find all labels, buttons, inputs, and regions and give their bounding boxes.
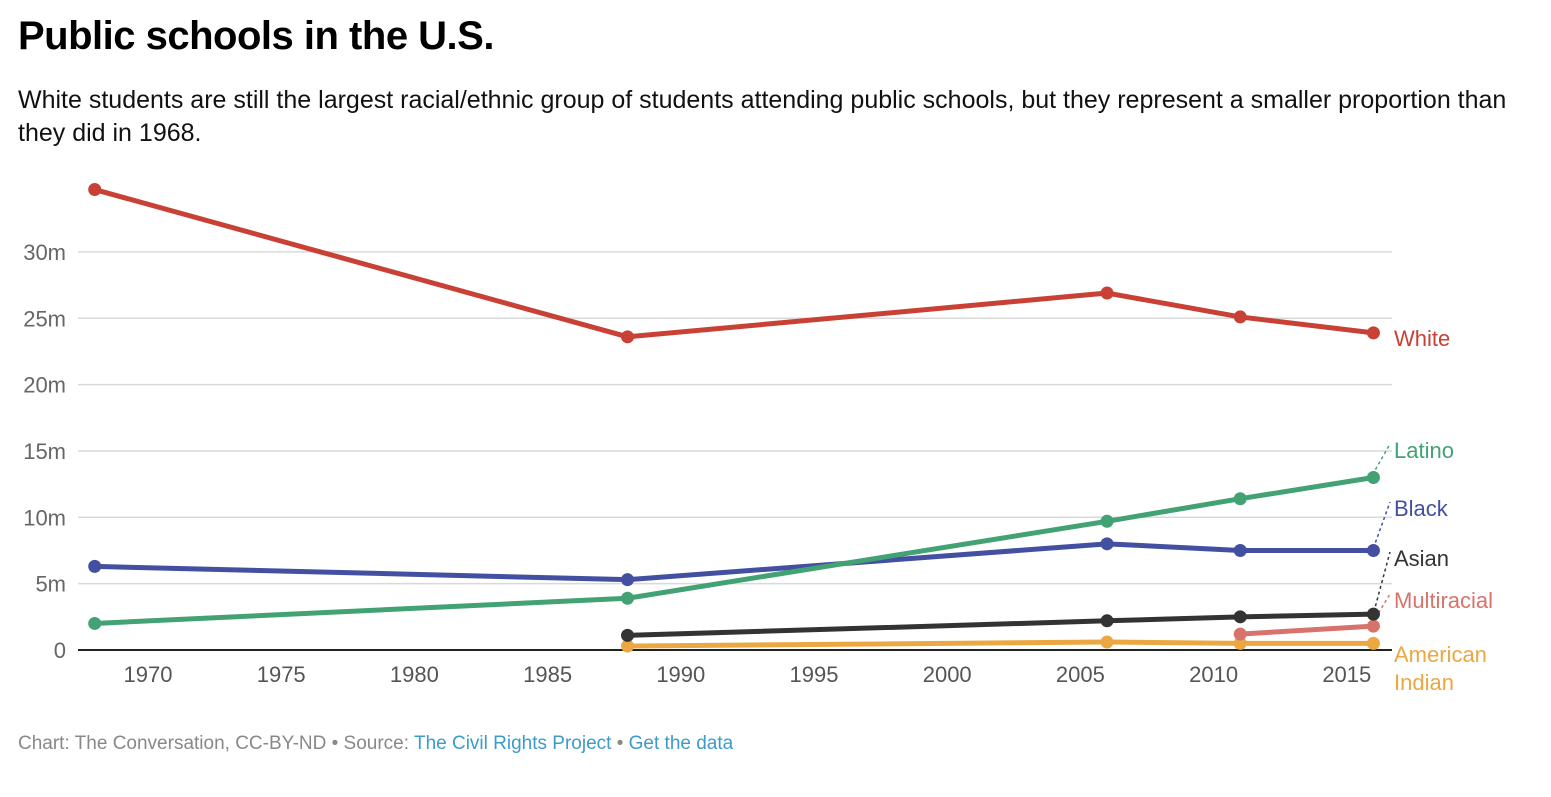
x-tick-label: 2010 [1189, 662, 1238, 687]
data-point [1366, 470, 1380, 484]
x-tick-label: 1985 [523, 662, 572, 687]
label-leader-line [1374, 551, 1391, 607]
data-point [1233, 610, 1247, 624]
series-black: Black [88, 496, 1449, 587]
data-point [1366, 543, 1380, 557]
series-label: Indian [1394, 670, 1454, 695]
source-link[interactable]: The Civil Rights Project [413, 733, 612, 754]
data-point [1100, 537, 1114, 551]
y-tick-label: 30m [23, 240, 66, 265]
data-point [1366, 607, 1380, 621]
data-point [1366, 326, 1380, 340]
data-point [88, 183, 102, 197]
data-point [621, 628, 635, 642]
series-line [1240, 623, 1374, 637]
series-label: White [1394, 326, 1450, 351]
y-tick-label: 5m [35, 572, 66, 597]
x-tick-label: 2015 [1322, 662, 1371, 687]
x-tick-label: 2005 [1056, 662, 1105, 687]
data-point [1100, 286, 1114, 300]
series-multiracial: Multiracial [1233, 588, 1493, 641]
data-point [1233, 543, 1247, 557]
data-point [621, 591, 635, 605]
y-tick-label: 25m [23, 306, 66, 331]
x-tick-label: 1975 [257, 662, 306, 687]
label-leader-line [1374, 501, 1391, 543]
series-line [627, 639, 1374, 649]
series-line [94, 475, 1374, 626]
data-point [1233, 636, 1247, 650]
chart-title: Public schools in the U.S. [18, 14, 494, 58]
series-american-indian: American Indian [621, 635, 1487, 695]
data-point [1100, 614, 1114, 628]
series-line [627, 611, 1374, 638]
series-asian: Asian [621, 546, 1449, 642]
series-label: Multiracial [1394, 588, 1493, 613]
chart-footer: Chart: The Conversation, CC-BY-ND • Sour… [18, 733, 733, 755]
y-tick-label: 20m [23, 373, 66, 398]
data-point [1100, 514, 1114, 528]
label-leader-line [1374, 443, 1391, 470]
series-label: American [1394, 642, 1487, 667]
y-tick-label: 15m [23, 439, 66, 464]
data-point [621, 573, 635, 587]
data-point [621, 330, 635, 344]
data-point [1233, 627, 1247, 641]
data-point [1233, 492, 1247, 506]
y-tick-label: 0 [54, 638, 66, 663]
data-point [1100, 635, 1114, 649]
data-point [1366, 636, 1380, 650]
label-leader-line [1374, 593, 1391, 619]
data-point [88, 559, 102, 573]
get-the-data-link[interactable]: Get the data [628, 733, 734, 754]
x-tick-label: 1995 [790, 662, 839, 687]
series-white: White [88, 183, 1450, 351]
series-latino: Latino [88, 438, 1454, 630]
data-point [621, 639, 635, 653]
data-point [1233, 310, 1247, 324]
series-label: Black [1394, 496, 1449, 521]
series-line [94, 187, 1374, 340]
x-tick-label: 1990 [656, 662, 705, 687]
data-point [88, 616, 102, 630]
footer-separator: • [611, 733, 629, 754]
chart-subtitle: White students are still the largest rac… [18, 86, 1507, 147]
y-tick-label: 10m [23, 505, 66, 530]
data-point [1366, 619, 1380, 633]
x-tick-label: 2000 [923, 662, 972, 687]
series-label: Latino [1394, 438, 1454, 463]
x-tick-label: 1970 [124, 662, 173, 687]
series-line [94, 541, 1374, 583]
footer-credit: Chart: The Conversation, CC-BY-ND • Sour… [18, 733, 414, 754]
series-label: Asian [1394, 546, 1449, 571]
x-tick-label: 1980 [390, 662, 439, 687]
